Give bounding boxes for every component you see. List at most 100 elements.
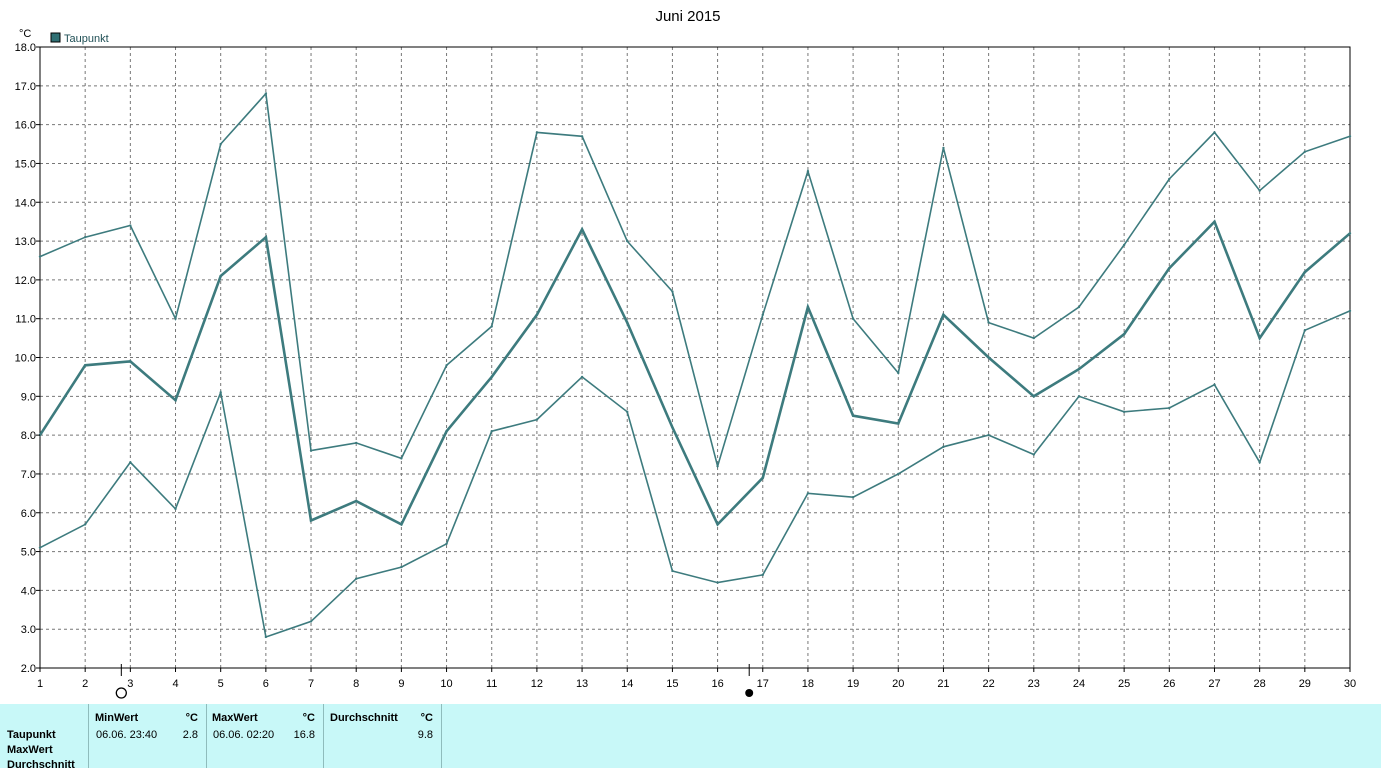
x-tick-label: 8 [353,678,359,690]
data-point-min [535,418,539,421]
data-point-max [174,317,177,320]
y-tick-label: 8.0 [21,430,36,442]
chart-title: Juni 2015 [655,8,720,25]
stats-avg-value: 9.8 [417,729,433,741]
data-point-max [355,441,358,445]
data-point-max [1077,305,1081,309]
data-point-min [129,461,132,464]
y-tick-label: 13.0 [15,236,36,248]
data-point-min [580,375,584,379]
y-axis-unit: °C [19,28,31,40]
data-point-max [806,170,810,173]
data-point-avg [1032,395,1035,398]
stats-col-unit: °C [420,712,433,724]
data-point-min [1168,406,1171,410]
y-tick-label: 12.0 [15,275,36,287]
data-point-max [897,371,900,375]
stats-col-header: MinWert [95,712,139,724]
x-tick-label: 16 [711,678,723,690]
data-point-avg [490,375,493,379]
data-point-avg [1122,333,1126,336]
data-point-min [1348,309,1352,313]
x-tick-label: 28 [1254,678,1266,690]
full-moon-icon [115,687,127,699]
data-point-avg [626,321,629,324]
x-tick-label: 5 [218,678,224,690]
data-point-min [219,391,222,394]
y-tick-label: 5.0 [21,547,36,559]
data-point-max [535,131,539,134]
y-tick-label: 17.0 [15,81,36,93]
x-tick-label: 9 [398,678,404,690]
data-point-max [400,457,403,460]
data-point-avg [1258,336,1261,340]
data-point-max [671,290,674,293]
x-tick-label: 6 [263,678,269,690]
data-point-max [761,313,764,317]
x-tick-label: 3 [127,678,133,690]
x-tick-label: 18 [802,678,814,690]
x-tick-label: 2 [82,678,88,690]
series-line-min [39,310,1351,639]
stats-col-min: MinWert °C 06.06. 23:40 2.8 [88,704,207,768]
x-tick-label: 24 [1073,678,1085,690]
data-point-max [1258,189,1261,192]
data-point-min [761,573,764,577]
data-point-avg [716,523,719,526]
data-point-avg [761,476,764,480]
x-tick-label: 19 [847,678,859,690]
series-line-avg [38,219,1351,527]
data-point-max [1213,131,1216,134]
y-tick-label: 4.0 [21,585,36,597]
stats-max-value: 16.8 [293,729,315,741]
x-tick-label: 23 [1028,678,1040,690]
data-point-min [83,523,87,526]
data-point-max [942,146,945,150]
x-tick-label: 25 [1118,678,1130,690]
data-point-avg [83,364,87,367]
x-tick-label: 11 [486,678,497,690]
stats-max-timestamp: 06.06. 02:20 [213,729,275,741]
legend-label: Taupunkt [64,33,109,45]
x-tick-label: 27 [1208,678,1220,690]
data-point-max [1122,243,1126,247]
data-point-max [851,317,855,320]
x-tick-label: 21 [937,678,949,690]
x-tick-label: 17 [757,678,769,690]
data-point-avg [174,398,177,402]
data-point-max [626,239,629,243]
data-point-avg [1077,367,1081,371]
stats-panel: Taupunkt MaxWert Durchschnitt MinWert °C… [0,704,1381,771]
data-point-max [580,135,584,138]
x-tick-label: 30 [1344,678,1356,690]
data-point-min [400,565,403,569]
x-tick-label: 20 [892,678,904,690]
data-point-min [1213,383,1216,386]
data-point-max [1303,150,1307,153]
stats-row-labels: Taupunkt MaxWert Durchschnitt [0,704,88,771]
data-point-min [1122,410,1126,414]
stats-min-timestamp: 06.06. 23:40 [96,729,158,741]
data-point-avg [1348,232,1352,235]
y-tick-label: 3.0 [21,624,36,636]
data-point-avg [942,313,945,317]
x-tick-label: 29 [1299,678,1311,690]
x-tick-label: 14 [621,678,633,690]
data-point-min [445,542,448,545]
y-tick-label: 9.0 [21,391,36,403]
x-tick-label: 15 [666,678,678,690]
data-point-min [309,620,313,623]
stats-col-unit: °C [302,712,315,724]
data-point-min [942,445,945,448]
new-moon-icon [745,689,754,697]
x-tick-label: 22 [982,678,994,690]
data-point-avg [355,499,358,503]
data-point-min [716,581,719,584]
data-point-max [83,235,87,239]
data-point-min [1303,329,1307,332]
stats-col-unit: °C [185,712,198,724]
x-tick-label: 7 [308,678,314,690]
data-point-max [490,325,493,328]
data-point-min [626,410,629,414]
series-line-max [39,91,1351,470]
